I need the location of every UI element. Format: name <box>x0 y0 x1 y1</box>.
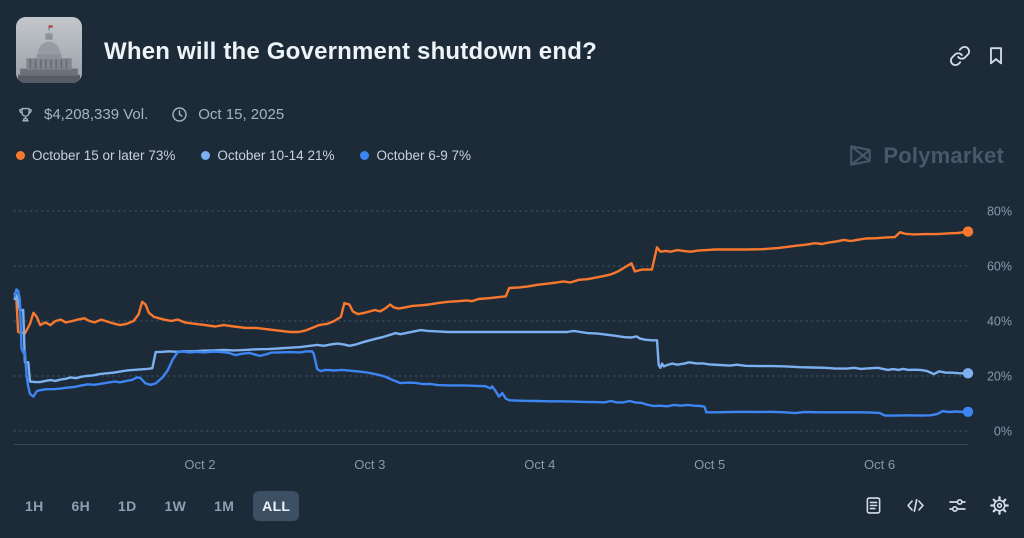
trophy-icon <box>16 105 35 124</box>
legend-dot-light-blue <box>201 151 211 160</box>
rules-document-icon[interactable] <box>863 495 884 516</box>
chart-hover-area[interactable] <box>14 195 968 445</box>
legend-label: October 10-14 21% <box>217 148 335 163</box>
svg-text:Oct 6: Oct 6 <box>864 457 895 472</box>
svg-text:0%: 0% <box>994 425 1012 439</box>
svg-text:60%: 60% <box>987 260 1012 274</box>
legend-label: October 15 or later 73% <box>32 148 176 163</box>
range-button-1d[interactable]: 1D <box>109 491 146 521</box>
chart-legend: October 15 or later 73% October 10-14 21… <box>16 148 471 163</box>
range-button-1w[interactable]: 1W <box>156 491 196 521</box>
legend-dot-blue <box>360 151 370 160</box>
capitol-illustration <box>16 17 82 83</box>
polymarket-logo-icon <box>850 145 872 166</box>
page-title: When will the Government shutdown end? <box>104 38 597 65</box>
market-stats: $4,208,339 Vol. Oct 15, 2025 <box>16 105 284 124</box>
volume-text: $4,208,339 Vol. <box>44 106 149 123</box>
bookmark-icon[interactable] <box>984 45 1008 69</box>
svg-text:80%: 80% <box>987 205 1012 219</box>
copy-link-icon[interactable] <box>948 45 972 69</box>
range-button-all[interactable]: ALL <box>253 491 300 521</box>
legend-label: October 6-9 7% <box>376 148 472 163</box>
time-range-selector: 1H 6H 1D 1W 1M ALL <box>16 491 300 521</box>
polymarket-logo-text: Polymarket <box>883 142 1004 168</box>
svg-text:Oct 3: Oct 3 <box>354 457 385 472</box>
legend-dot-orange <box>16 151 25 160</box>
range-button-1h[interactable]: 1H <box>16 491 53 521</box>
svg-text:20%: 20% <box>987 370 1012 384</box>
polymarket-watermark: Polymarket <box>847 142 1004 169</box>
chart-settings-sliders-icon[interactable] <box>947 495 968 516</box>
svg-text:Oct 5: Oct 5 <box>694 457 725 472</box>
embed-code-icon[interactable] <box>905 495 926 516</box>
clock-icon <box>170 105 189 124</box>
chart-toolbar <box>863 495 1010 516</box>
range-button-6h[interactable]: 6H <box>63 491 100 521</box>
svg-text:Oct 4: Oct 4 <box>524 457 555 472</box>
svg-text:Oct 2: Oct 2 <box>184 457 215 472</box>
svg-text:40%: 40% <box>987 315 1012 329</box>
market-image-us-capitol <box>16 17 82 83</box>
gear-icon[interactable] <box>989 495 1010 516</box>
legend-item-october-10-14[interactable]: October 10-14 21% <box>201 148 334 163</box>
range-button-1m[interactable]: 1M <box>205 491 243 521</box>
end-date-text: Oct 15, 2025 <box>198 106 285 123</box>
legend-item-october-6-9[interactable]: October 6-9 7% <box>360 148 471 163</box>
legend-item-october-15-or-later[interactable]: October 15 or later 73% <box>16 148 175 163</box>
